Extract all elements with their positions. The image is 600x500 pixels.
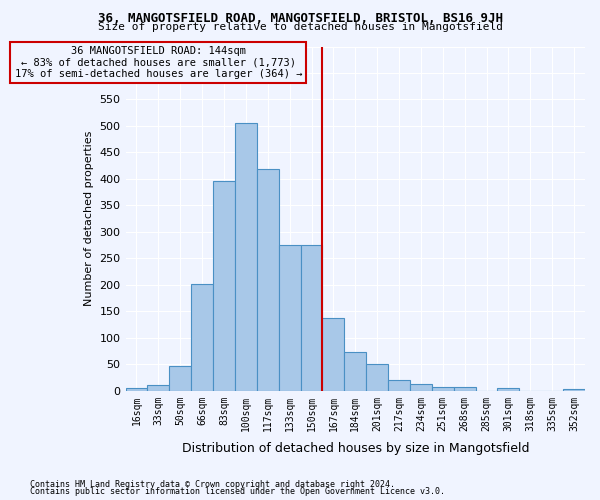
Text: 36 MANGOTSFIELD ROAD: 144sqm
← 83% of detached houses are smaller (1,773)
17% of: 36 MANGOTSFIELD ROAD: 144sqm ← 83% of de… (14, 46, 302, 79)
Bar (235, 123, 257, 391)
Y-axis label: Number of detached properties: Number of detached properties (84, 131, 94, 306)
Bar (454, 387, 476, 391)
Bar (563, 388, 585, 391)
Bar (301, 245, 322, 391)
Bar (432, 386, 454, 391)
Bar (388, 380, 410, 391)
Bar (125, 388, 148, 391)
Bar (148, 386, 169, 391)
Text: Size of property relative to detached houses in Mangotsfield: Size of property relative to detached ho… (97, 22, 503, 32)
Bar (169, 366, 191, 391)
Bar (191, 284, 213, 391)
Bar (410, 384, 432, 391)
Bar (344, 352, 366, 391)
Bar (497, 388, 520, 391)
Bar (322, 318, 344, 391)
Text: Contains HM Land Registry data © Crown copyright and database right 2024.: Contains HM Land Registry data © Crown c… (30, 480, 395, 489)
Bar (278, 245, 301, 391)
Bar (213, 180, 235, 391)
Bar (257, 169, 278, 391)
Bar (366, 364, 388, 391)
Text: Contains public sector information licensed under the Open Government Licence v3: Contains public sector information licen… (30, 487, 445, 496)
Text: 36, MANGOTSFIELD ROAD, MANGOTSFIELD, BRISTOL, BS16 9JH: 36, MANGOTSFIELD ROAD, MANGOTSFIELD, BRI… (97, 12, 503, 26)
X-axis label: Distribution of detached houses by size in Mangotsfield: Distribution of detached houses by size … (182, 442, 529, 455)
